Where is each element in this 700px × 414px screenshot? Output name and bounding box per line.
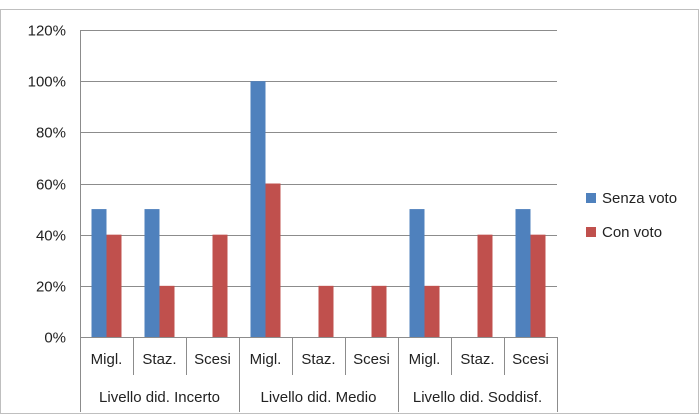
y-tick-label: 120% [28, 23, 66, 40]
y-tick-label: 0% [44, 330, 66, 347]
bar [409, 209, 425, 337]
bar [250, 81, 266, 338]
bar [318, 285, 334, 337]
bar [91, 209, 107, 337]
x-category-label: Migl. [409, 351, 441, 368]
x-category-label: Staz. [142, 351, 176, 368]
y-tick-label: 20% [36, 279, 66, 296]
bar [265, 183, 281, 337]
x-group-label: Livello did. Incerto [99, 389, 220, 406]
bar [477, 234, 493, 337]
x-category-label: Scesi [353, 351, 390, 368]
x-category-label: Scesi [512, 351, 549, 368]
legend-swatch [586, 227, 596, 237]
y-tick-label: 100% [28, 74, 66, 91]
x-category-label: Migl. [91, 351, 123, 368]
legend-swatch [586, 193, 596, 203]
bar [212, 234, 228, 337]
y-tick-label: 40% [36, 228, 66, 245]
x-category-label: Scesi [194, 351, 231, 368]
x-category-label: Staz. [301, 351, 335, 368]
x-category-label: Migl. [250, 351, 282, 368]
legend-label: Con voto [602, 224, 662, 241]
bar [159, 285, 175, 337]
bar [530, 234, 546, 337]
x-group-label: Livello did. Soddisf. [413, 389, 542, 406]
bar [371, 285, 387, 337]
bar [106, 234, 122, 337]
bar [144, 209, 160, 337]
y-tick-label: 60% [36, 177, 66, 194]
bar [515, 209, 531, 337]
bar [424, 285, 440, 337]
x-group-label: Livello did. Medio [261, 389, 377, 406]
x-category-label: Staz. [460, 351, 494, 368]
y-tick-label: 80% [36, 125, 66, 142]
legend-label: Senza voto [602, 190, 677, 207]
